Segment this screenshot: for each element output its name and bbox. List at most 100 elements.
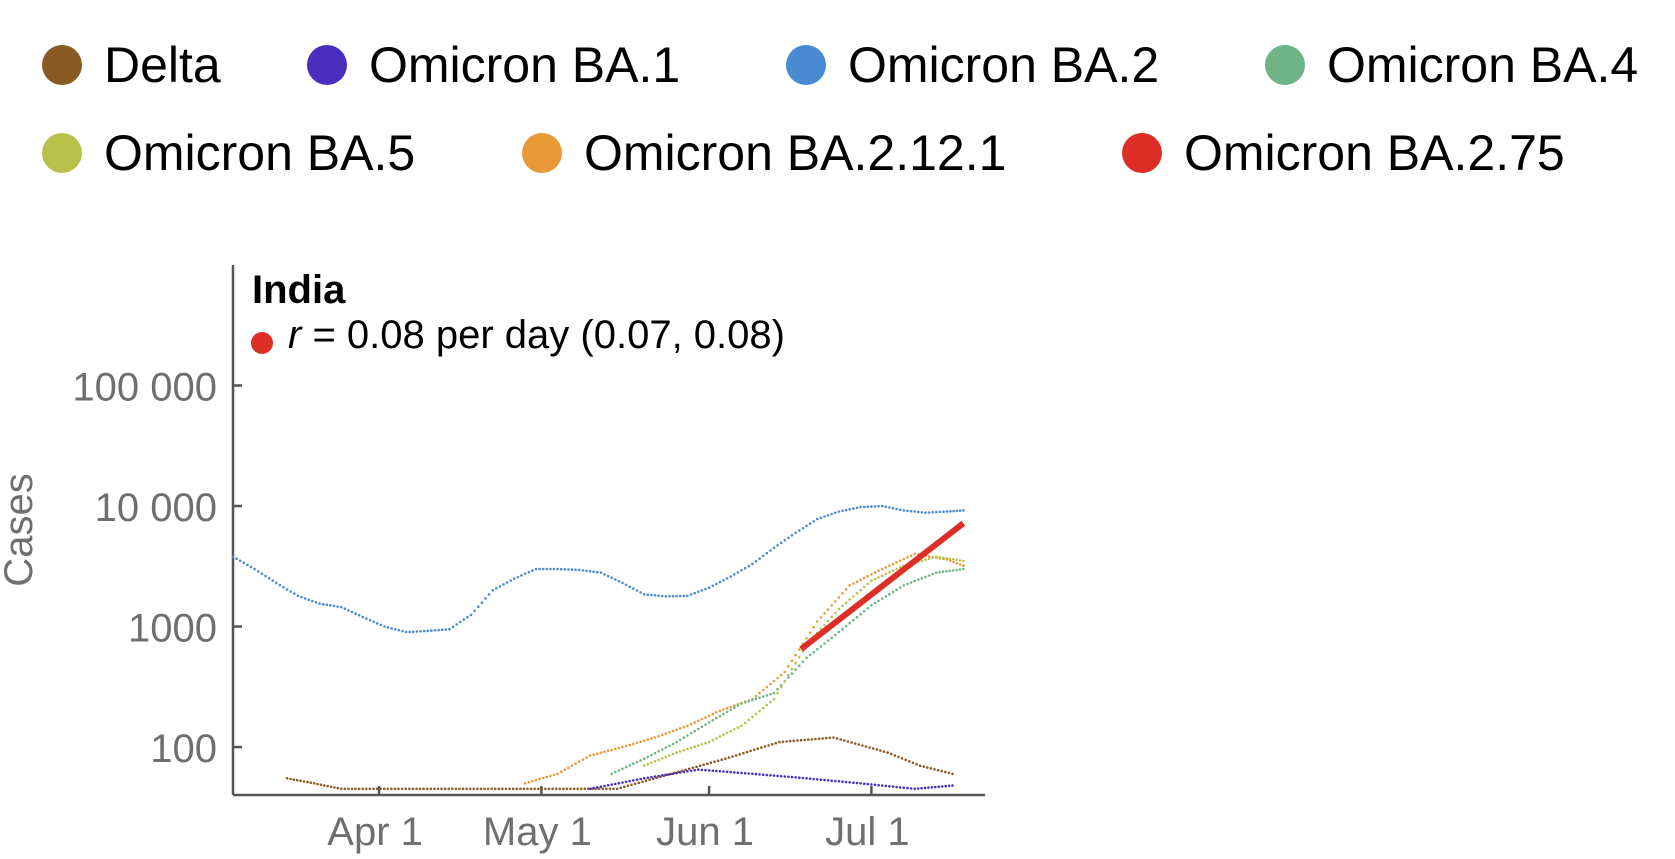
data-point: [920, 577, 924, 580]
data-point: [898, 586, 902, 589]
data-point: [834, 511, 837, 515]
data-point: [747, 772, 751, 775]
data-point: [497, 787, 501, 791]
data-point: [354, 612, 357, 615]
data-point: [411, 787, 415, 791]
data-point: [401, 629, 404, 633]
data-point: [902, 557, 906, 561]
data-point: [884, 566, 888, 569]
data-point: [646, 762, 650, 766]
data-point: [715, 737, 718, 740]
data-point: [718, 735, 722, 738]
data-point: [909, 509, 913, 513]
data-point: [769, 682, 772, 686]
data-point: [657, 774, 660, 778]
data-point: [671, 594, 675, 598]
data-point: [783, 679, 787, 683]
data-point: [585, 569, 588, 573]
data-point: [715, 716, 718, 720]
data-point: [704, 741, 707, 745]
data-point: [834, 600, 837, 603]
data-point: [790, 534, 794, 537]
data-point: [642, 739, 646, 742]
legend-label: Omicron BA.5: [104, 125, 416, 181]
data-point: [765, 694, 769, 697]
data-point: [949, 510, 952, 513]
data-point: [249, 565, 253, 569]
data-point: [707, 740, 711, 744]
data-point: [332, 604, 336, 608]
legend-marker: [307, 45, 347, 85]
data-point: [562, 787, 565, 791]
data-point: [628, 764, 631, 767]
data-point: [844, 508, 848, 512]
data-point: [891, 785, 895, 788]
data-point: [599, 785, 603, 788]
data-point: [235, 557, 238, 560]
data-point: [888, 506, 891, 509]
data-point: [608, 787, 612, 791]
data-point: [720, 758, 723, 761]
data-point: [718, 714, 722, 718]
data-point: [339, 605, 343, 609]
legend-marker: [42, 45, 82, 85]
data-point: [527, 570, 531, 574]
y-tick-label: 10 000: [95, 486, 217, 530]
data-point: [754, 772, 758, 776]
data-point: [772, 774, 776, 777]
data-point: [927, 557, 931, 560]
data-point: [751, 715, 754, 719]
data-point: [519, 787, 522, 791]
data-point: [900, 757, 904, 760]
data-point: [653, 775, 657, 778]
data-point: [848, 621, 851, 625]
data-point: [823, 515, 826, 518]
series-omicron-ba-2-12-1: [523, 552, 965, 785]
data-point: [623, 785, 626, 789]
data-point: [657, 594, 660, 597]
data-point: [770, 743, 774, 746]
data-point: [875, 748, 879, 751]
data-point: [461, 787, 465, 791]
data-point: [938, 510, 942, 514]
data-point: [372, 620, 376, 624]
data-point: [778, 740, 781, 744]
data-point: [700, 717, 704, 721]
y-axis-label: Cases: [0, 473, 41, 586]
x-tick-label: Jul 1: [825, 810, 910, 854]
data-point: [843, 739, 846, 742]
data-point: [819, 616, 823, 619]
data-point: [650, 761, 653, 765]
data-point: [751, 772, 754, 776]
data-point: [383, 625, 386, 628]
data-point: [805, 637, 808, 640]
data-point: [841, 592, 844, 595]
data-point: [852, 618, 855, 622]
data-point: [859, 612, 862, 616]
data-point: [743, 721, 747, 725]
data-point: [955, 558, 958, 562]
data-point: [547, 787, 551, 791]
data-point: [436, 787, 440, 791]
data-point: [891, 506, 895, 510]
data-point: [798, 776, 801, 779]
data-point: [855, 580, 859, 583]
data-point: [610, 576, 613, 580]
data-point: [873, 577, 877, 581]
data-point: [541, 567, 545, 571]
data-point: [718, 770, 722, 773]
series-omicron-ba-2: [231, 504, 965, 634]
data-point: [408, 630, 412, 634]
data-point: [951, 558, 955, 561]
data-point: [942, 510, 945, 513]
data-point: [823, 612, 826, 615]
data-point: [565, 787, 569, 791]
data-point: [891, 590, 895, 594]
data-point: [848, 598, 851, 601]
data-point: [614, 578, 617, 581]
data-point: [639, 759, 642, 762]
data-point: [678, 738, 682, 742]
data-point: [776, 691, 779, 695]
data-point: [765, 685, 769, 689]
data-point: [238, 559, 242, 563]
